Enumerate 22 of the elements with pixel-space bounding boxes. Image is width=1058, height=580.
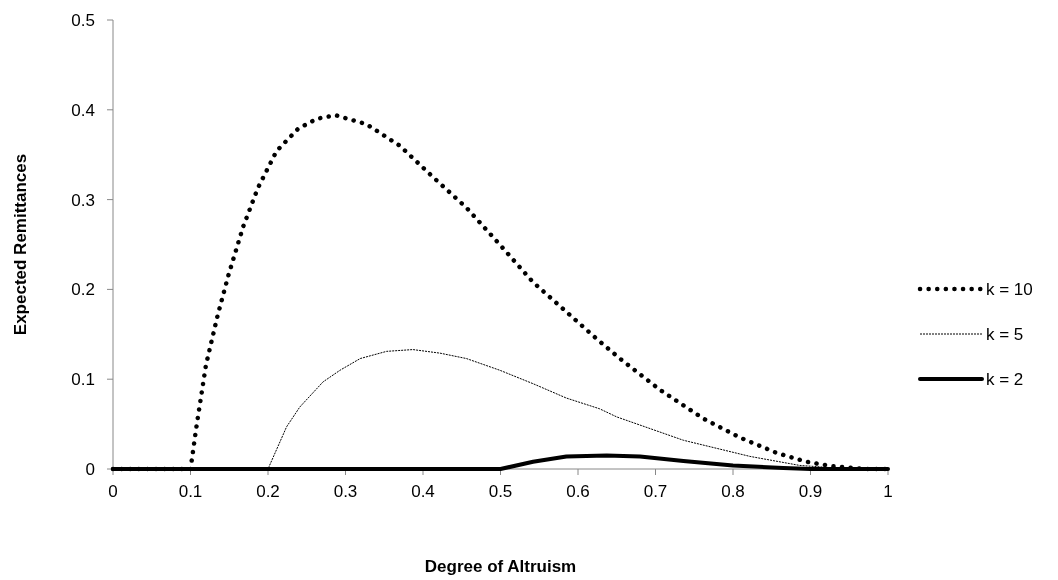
y-tick-label: 0.2 bbox=[71, 280, 95, 300]
x-tick-label: 0.4 bbox=[411, 482, 435, 501]
x-tick-label: 0.8 bbox=[721, 482, 745, 501]
x-tick-label: 0.9 bbox=[798, 482, 823, 501]
y-axis-title: Expected Remittances bbox=[11, 153, 30, 336]
x-tick-label: 0.5 bbox=[488, 482, 513, 501]
x-tick-label: 0.3 bbox=[333, 482, 358, 501]
y-tick-label: 0.4 bbox=[71, 100, 95, 120]
x-axis-title: Degree of Altruism bbox=[424, 557, 577, 576]
y-tick-label: 0.1 bbox=[71, 370, 95, 390]
y-tick-label: 0.3 bbox=[71, 190, 95, 210]
x-tick-label: 0.6 bbox=[566, 482, 590, 501]
legend-label: k = 5 bbox=[986, 324, 1024, 344]
x-tick-label: 0.7 bbox=[643, 482, 668, 501]
x-tick-label: 0.2 bbox=[256, 482, 280, 501]
y-tick-label: 0.5 bbox=[71, 10, 95, 30]
x-tick-label: 0 bbox=[108, 482, 118, 501]
x-tick-label: 0.1 bbox=[178, 482, 203, 501]
legend-label: k = 2 bbox=[986, 369, 1024, 389]
y-tick-label: 0 bbox=[85, 459, 95, 479]
legend-label: k = 10 bbox=[986, 279, 1033, 299]
x-tick-label: 1 bbox=[883, 482, 893, 501]
